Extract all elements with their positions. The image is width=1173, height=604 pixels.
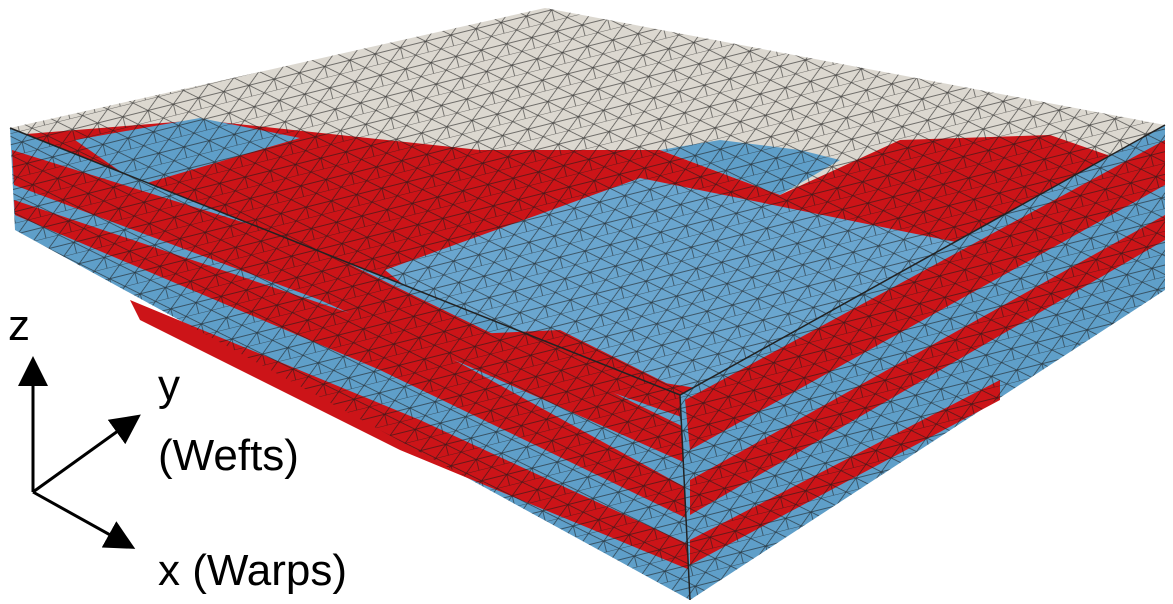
z-label: z [8,301,30,350]
y-note: (Wefts) [158,431,299,480]
page: z y (Wefts) x (Warps) (() => { const dat… [0,0,1173,604]
mesh-lines [10,8,1165,600]
figure: z y (Wefts) x (Warps) [0,0,1173,604]
y-arrow [33,418,136,492]
x-label: x (Warps) [158,546,347,595]
y-label: y [158,361,180,410]
x-arrow [33,492,130,546]
mesh-block [10,8,1165,600]
